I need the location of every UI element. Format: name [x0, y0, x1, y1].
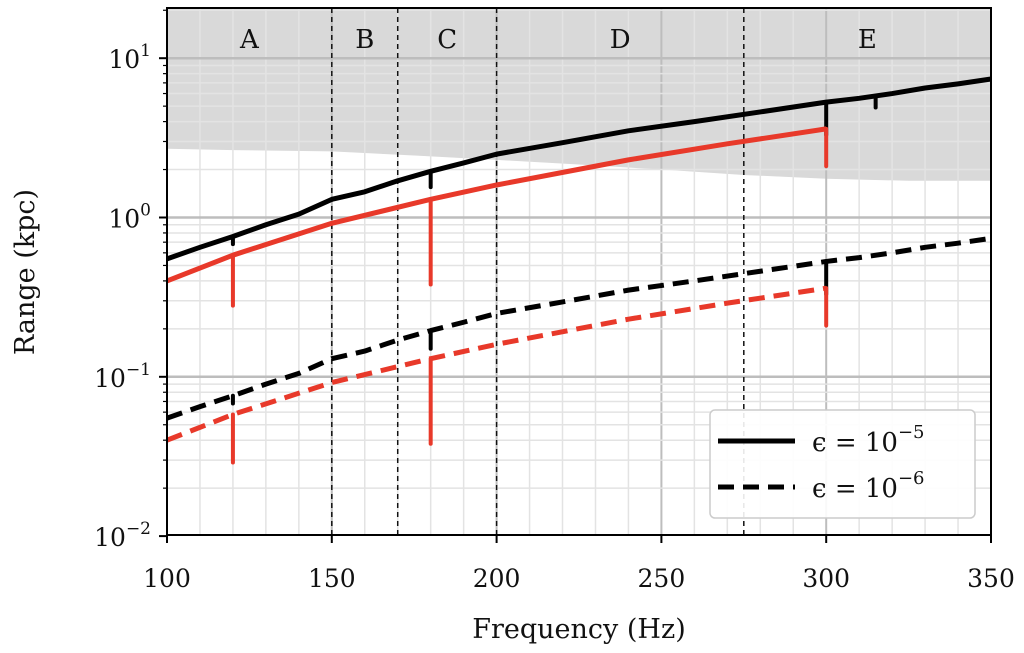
series-line-red-solid [166, 126, 827, 284]
legend-box [709, 409, 976, 519]
x-tick-label: 250 [638, 564, 686, 593]
legend-label-text: ϵ = 10 [812, 474, 898, 504]
region-label-A: A [239, 25, 260, 55]
y-tick-label: 10−2 [94, 519, 151, 552]
region-label-C: C [437, 25, 457, 55]
plot-frame [166, 7, 992, 536]
y-tick-label: 101 [108, 41, 151, 74]
legend-label-text: ϵ = 10 [812, 428, 898, 458]
x-tick-label: 100 [143, 564, 191, 593]
y-tick-label: 10−1 [94, 360, 151, 393]
x-axis-label: Frequency (Hz) [472, 614, 685, 645]
legend-label-exponent: −6 [898, 468, 925, 489]
legend-label: ϵ = 10−6 [812, 468, 925, 504]
y-tick-exponent: −2 [126, 519, 151, 539]
region-label-D: D [610, 25, 631, 55]
series-lines [166, 76, 992, 465]
x-tick-label: 350 [967, 564, 1015, 593]
y-tick-exponent: −1 [126, 360, 151, 380]
y-tick-exponent: 1 [140, 41, 151, 61]
region-label-E: E [858, 25, 877, 55]
x-tick-label: 200 [473, 564, 521, 593]
series-line-red-dashed [166, 285, 827, 443]
y-axis-label: Range (kpc) [10, 189, 41, 355]
x-tick-label: 150 [308, 564, 356, 593]
legend-label: ϵ = 10−5 [812, 422, 925, 458]
y-tick-label: 100 [108, 201, 151, 234]
region-boundaries [331, 8, 745, 535]
series-line-black-solid [166, 76, 992, 262]
region-label-B: B [355, 25, 374, 55]
y-tick-base: 10 [94, 364, 126, 393]
series-line-black-dashed [166, 235, 992, 421]
x-tick-label: 300 [802, 564, 850, 593]
legend: ϵ = 10−5ϵ = 10−6 [709, 409, 976, 519]
legend-label-exponent: −5 [898, 422, 925, 443]
y-tick-base: 10 [108, 45, 140, 74]
y-tick-base: 10 [94, 523, 126, 552]
region-labels: A B C D E [239, 25, 877, 55]
y-tick-exponent: 0 [140, 201, 151, 221]
y-tick-base: 10 [108, 205, 140, 234]
